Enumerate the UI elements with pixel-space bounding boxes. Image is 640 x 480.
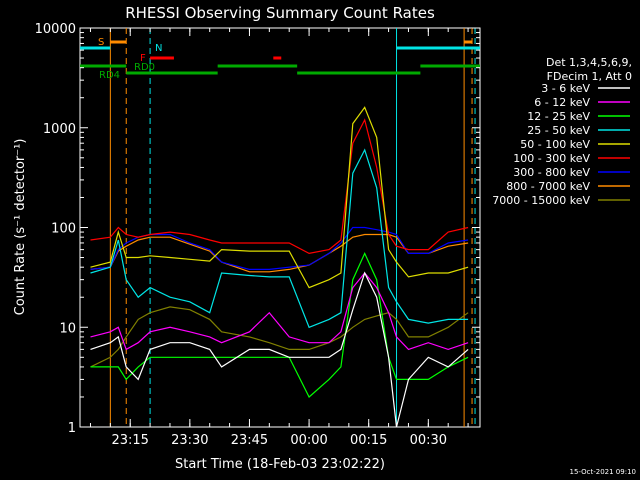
legend-header-1: Det 1,3,4,5,6,9,: [546, 56, 632, 69]
legend-entry-label: 12 - 25 keV: [527, 110, 590, 123]
x-tick-label: 00:00: [290, 433, 327, 448]
x-tick-label: 00:15: [350, 433, 387, 448]
flag-label: F: [140, 53, 146, 64]
y-axis: 1 10 100 1000 10000: [35, 22, 480, 436]
series-line-7: [90, 233, 469, 273]
legend: Det 1,3,4,5,6,9, FDecim 1, Att 0 3 - 6 k…: [492, 56, 632, 207]
legend-entry-label: 6 - 12 keV: [534, 96, 590, 109]
legend-entry-label: 7000 - 15000 keV: [492, 194, 590, 207]
legend-header-2: FDecim 1, Att 0: [547, 70, 632, 83]
chart-title: RHESSI Observing Summary Count Rates: [125, 4, 435, 22]
series-line-8: [90, 306, 469, 368]
legend-entry-label: 800 - 7000 keV: [506, 180, 590, 193]
y-tick-label: 1: [68, 421, 76, 436]
legend-entry-label: 300 - 800 keV: [513, 166, 590, 179]
flag-label: RD4: [99, 70, 120, 81]
x-tick-label: 00:30: [410, 433, 447, 448]
legend-entry-label: 3 - 6 keV: [541, 82, 590, 95]
x-tick-label: 23:45: [231, 433, 268, 448]
x-tick-label: 23:30: [171, 433, 208, 448]
generated-timestamp: 15-Oct-2021 09:10: [570, 468, 636, 476]
x-tick-label: 23:15: [111, 433, 148, 448]
y-axis-label: Count Rate (s⁻¹ detector⁻¹): [13, 139, 28, 316]
series-line-0: [90, 271, 469, 428]
legend-entry-label: 100 - 300 keV: [513, 152, 590, 165]
legend-entry-label: 50 - 100 keV: [520, 138, 590, 151]
flag-label: RD0: [134, 62, 155, 73]
x-axis-label: Start Time (18-Feb-03 23:02:22): [175, 457, 385, 472]
y-tick-label: 10: [59, 321, 76, 336]
flag-label: S: [98, 37, 104, 48]
time-markers: [109, 28, 476, 427]
series-line-5: [90, 118, 469, 255]
series-line-3: [90, 148, 469, 329]
flag-label: N: [155, 43, 162, 54]
x-axis: 23:15 23:30 23:45 00:00 00:15 00:30: [89, 28, 469, 448]
series-line-4: [90, 106, 469, 289]
y-tick-label: 1000: [43, 122, 76, 137]
y-tick-label: 10000: [35, 22, 76, 37]
series-lines: [90, 106, 469, 428]
series-line-6: [90, 226, 469, 270]
legend-entry-label: 25 - 50 keV: [527, 124, 590, 137]
y-tick-label: 100: [51, 222, 76, 237]
series-line-1: [90, 272, 469, 351]
